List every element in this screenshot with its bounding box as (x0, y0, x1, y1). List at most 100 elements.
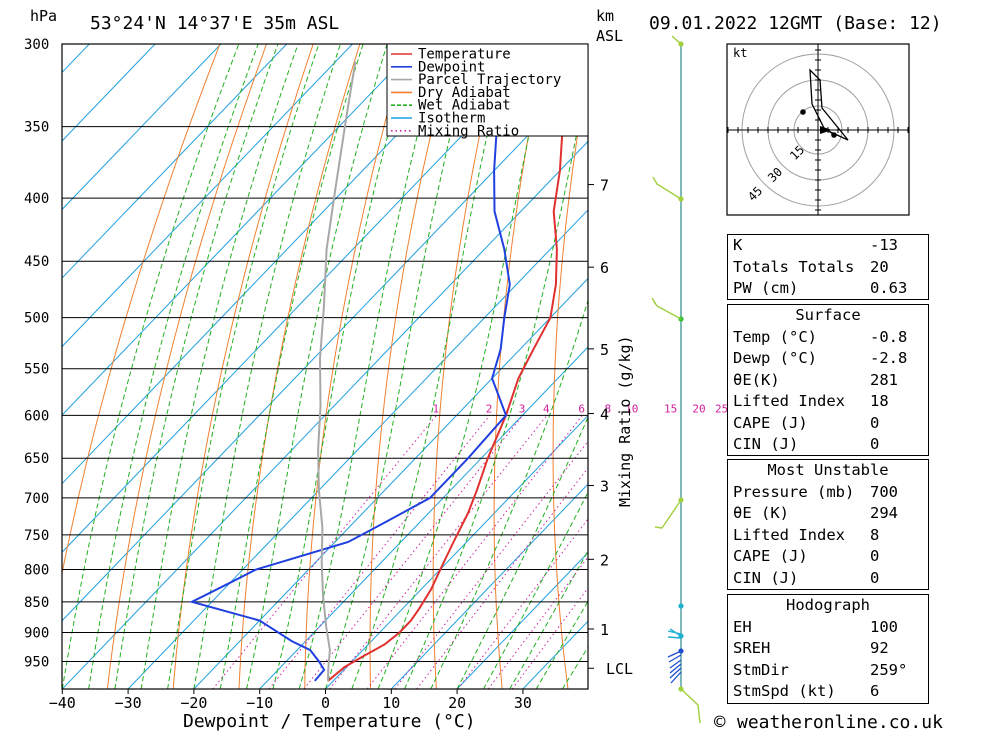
pressure-tick-label: 850 (24, 595, 49, 611)
most-unstable-value: 0 (870, 547, 880, 565)
isotherm-line (127, 209, 588, 689)
x-tick-label: −40 (49, 694, 76, 712)
mixing-ratio-axis-title: Mixing Ratio (g/kg) (616, 335, 634, 507)
storm-motion-marker (820, 126, 832, 134)
surface-label: Dewp (°C) (733, 349, 817, 367)
hodograph-trace (809, 68, 849, 141)
mixing-ratio-label: 25 (715, 402, 728, 415)
most-unstable-row: CAPE (J) 0 (728, 546, 928, 568)
tt-value: 20 (870, 257, 889, 276)
hodograph-param-value: 100 (870, 617, 898, 636)
pressure-tick-label: 700 (24, 491, 49, 507)
dry-adiabat-line (238, 44, 361, 689)
dry-adiabat-line (666, 44, 700, 689)
pressure-tick-label: 550 (24, 362, 49, 378)
surface-value: -0.8 (870, 327, 908, 346)
km-unit-label: km (596, 7, 614, 25)
mixing-ratio-label: 6 (578, 402, 585, 415)
isotherm-line (390, 483, 588, 689)
km-tick-label: 2 (600, 551, 609, 569)
legend-label: Mixing Ratio (418, 123, 519, 139)
hodograph-param-label: StmDir (733, 660, 789, 679)
hodograph-point (800, 109, 806, 115)
hodograph-param-row: StmSpd (kt) 6 (728, 681, 928, 703)
copyright-symbol: © (714, 711, 726, 733)
most-unstable-value: 700 (870, 482, 898, 501)
wind-barb (667, 628, 682, 639)
wet-adiabat-line (246, 44, 388, 689)
x-tick-label: −10 (246, 694, 273, 712)
isotherm-line (62, 44, 419, 416)
surface-label: θE(K) (733, 370, 780, 389)
wind-barb (667, 650, 682, 684)
dry-adiabat-line (493, 44, 547, 689)
location-title: 53°24'N 14°37'E 35m ASL (90, 13, 339, 34)
datetime-title: 09.01.2022 12GMT (Base: 12) (649, 13, 942, 34)
mixing-ratio-label: 20 (692, 402, 705, 415)
surface-row: CIN (J) 0 (728, 434, 928, 456)
isotherm-line (62, 44, 222, 211)
most-unstable-row: Pressure (mb) 700 (728, 482, 928, 504)
legend-label: Dry Adiabat (418, 85, 511, 101)
mixing-ratio-label: 3 (519, 402, 526, 415)
dewpoint-series (189, 44, 516, 682)
k-label: K (733, 236, 743, 254)
isotherm-line (259, 346, 588, 689)
surface-value: 0 (870, 413, 880, 432)
most-unstable-title: Most Unstable (767, 461, 889, 479)
most-unstable-value: 8 (870, 525, 880, 544)
pressure-tick-label: 400 (24, 191, 49, 207)
km-tick-label: 6 (600, 259, 609, 277)
surface-value: 18 (870, 392, 889, 410)
pressure-gridlines (62, 43, 588, 663)
pressure-tick-label: 900 (24, 626, 49, 642)
hodograph-param-label: EH (733, 617, 752, 636)
dry-adiabat-line (552, 68, 588, 689)
legend-label: Wet Adiabat (418, 98, 511, 114)
legend-label: Isotherm (418, 111, 485, 127)
most-unstable-label: θE (K) (733, 504, 789, 522)
most-unstable-value: 0 (870, 568, 880, 587)
surface-row: Temp (°C) -0.8 (728, 327, 928, 349)
wind-level-dot (678, 603, 684, 609)
surface-row: θE(K) 281 (728, 370, 928, 392)
asl-unit-label: ASL (596, 27, 623, 45)
mixing-ratio-label: 15 (664, 402, 677, 415)
hodograph-param-label: SREH (733, 639, 771, 657)
hodograph-param-row: StmDir 259° (728, 660, 928, 682)
wind-barb (654, 499, 682, 529)
hodograph-params-table: Hodograph EH 100 SREH 92 StmDir 259° StmSpd (k… (727, 594, 929, 704)
isotherm-line (456, 551, 588, 689)
surface-table: Surface Temp (°C) -0.8 Dewp (°C) -2.8 θE(K) 2… (727, 304, 929, 456)
isotherm-line (62, 44, 353, 348)
pressure-tick-label: 800 (24, 562, 49, 578)
mixing-ratio-label: 2 (486, 402, 493, 415)
wet-adiabat-line (140, 44, 299, 689)
legend-label: Dewpoint (418, 59, 485, 75)
mixing-ratio-line (416, 467, 588, 689)
x-axis-title: Dewpoint / Temperature (°C) (183, 711, 476, 732)
surface-label: Lifted Index (733, 392, 845, 410)
hodograph-param-label: StmSpd (kt) (733, 682, 836, 700)
indices-table: K -13 Totals Totals 20 PW (cm) 0.63 (727, 234, 929, 300)
most-unstable-label: Pressure (mb) (733, 482, 855, 501)
mixing-ratio-line (487, 556, 588, 689)
most-unstable-row: θE (K) 294 (728, 503, 928, 525)
tt-label: Totals Totals (733, 257, 855, 276)
most-unstable-table: Most Unstable Pressure (mb) 700 θE (K) 294 L… (727, 459, 929, 590)
surface-row: Lifted Index 18 (728, 391, 928, 413)
most-unstable-value: 294 (870, 504, 898, 522)
x-tick-label: −30 (115, 694, 142, 712)
pw-value: 0.63 (870, 279, 908, 297)
surface-row: CAPE (J) 0 (728, 413, 928, 435)
pw-label: PW (cm) (733, 279, 799, 297)
wind-barb (680, 688, 701, 724)
isotherm-line (325, 414, 588, 689)
hodograph-param-value: 92 (870, 639, 889, 657)
most-unstable-row: Lifted Index 8 (728, 525, 928, 547)
wet-adiabat-line (325, 44, 474, 689)
hodograph-params-title: Hodograph (786, 596, 870, 614)
wet-adiabat-line (482, 491, 588, 689)
wind-barb (652, 176, 682, 200)
